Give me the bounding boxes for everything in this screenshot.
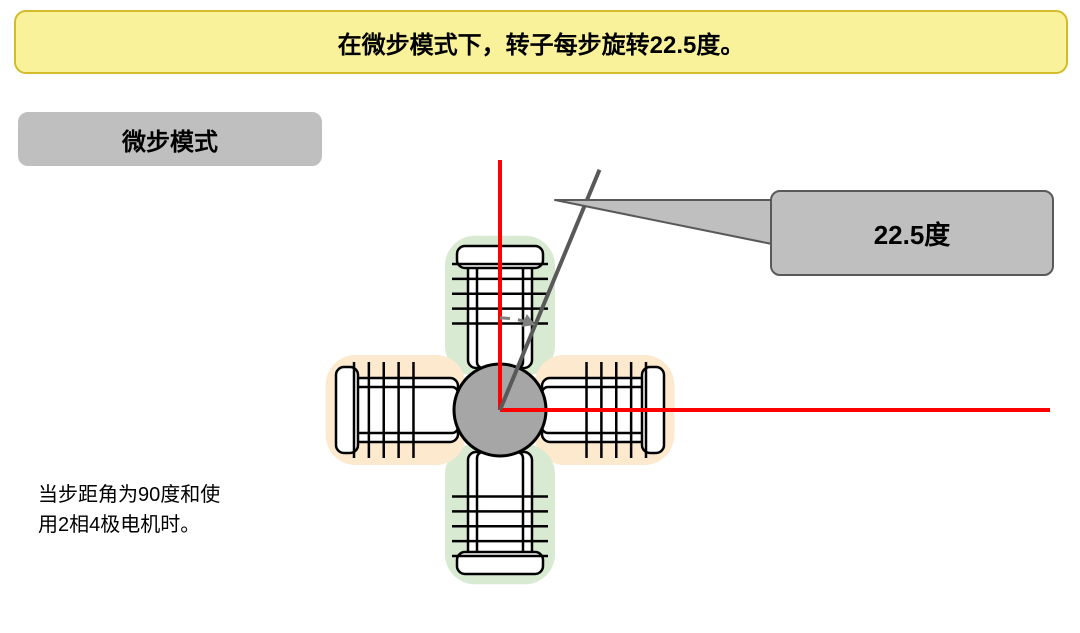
angle-callout: 22.5度: [770, 190, 1054, 276]
motor-diagram: [0, 0, 1080, 633]
angle-callout-text: 22.5度: [874, 215, 951, 252]
